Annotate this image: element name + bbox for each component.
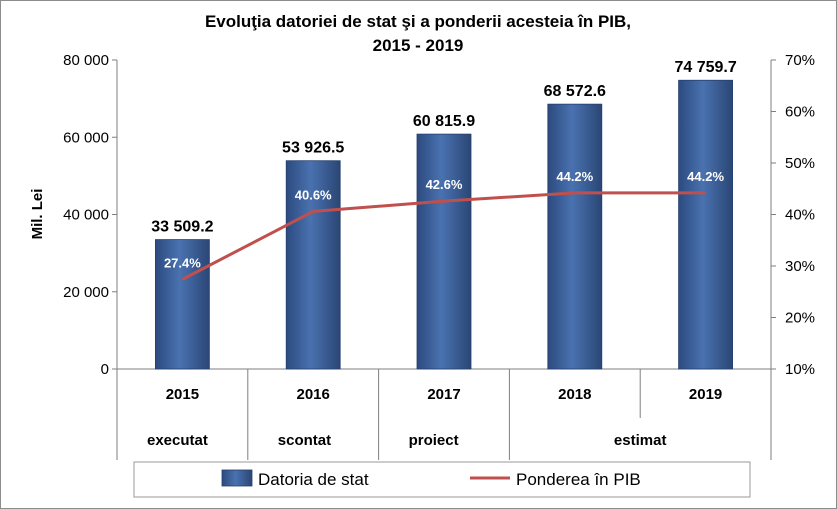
legend: Datoria de stat Ponderea în PIB [133,461,751,498]
share-value-label: 44.2% [687,169,724,184]
y-tick-label: 40 000 [63,207,109,224]
category-group-label: scontat [278,432,331,449]
share-value-label: 42.6% [426,177,463,192]
category-group-label: estimat [614,432,667,449]
y2-tick-label: 30% [785,258,815,275]
category-axis: 2015 2016 2017 2018 2019 executat scontat proie… [116,369,772,460]
debt-bar [285,160,341,370]
y2-tick-label: 70% [785,52,815,69]
debt-bar [547,103,603,370]
y-tick-label: 0 [101,361,109,378]
share-value-label: 27.4% [164,255,201,270]
legend-share: Ponderea în PIB [516,470,641,489]
axes: 0 20 000 40 000 60 000 80 000 10% 20% 30% 40% 50%… [63,52,815,378]
debt-bar [678,79,733,370]
debt-value-label: 33 509.2 [151,219,213,236]
bar-series [154,79,733,370]
category-label: 2015 [166,386,199,403]
category-label: 2016 [297,386,330,403]
category-group-label: proiect [409,432,459,449]
line-series [181,191,706,281]
y2-tick-label: 10% [785,361,815,378]
data-labels: 33 509.2 53 926.5 60 815.9 68 572.6 74 759.7… [151,59,737,270]
debt-value-label: 68 572.6 [544,83,606,100]
y-tick-label: 60 000 [63,129,109,146]
y-tick-label: 80 000 [63,52,109,69]
share-line [181,191,706,281]
share-value-label: 40.6% [295,187,332,202]
legend-debt: Datoria de stat [258,470,369,489]
debt-bar [416,133,472,370]
debt-bar [154,239,210,370]
y-axis-label: Mil. Lei [29,189,46,240]
y2-tick-label: 50% [785,155,815,172]
debt-value-label: 53 926.5 [282,140,344,157]
category-label: 2018 [558,386,591,403]
y2-tick-label: 20% [785,310,815,327]
y2-tick-label: 60% [785,104,815,121]
category-label: 2017 [427,386,460,403]
chart-title-line1: Evoluţia datoriei de stat şi a ponderii … [205,12,631,31]
category-group-label: executat [147,432,208,449]
y-tick-label: 20 000 [63,284,109,301]
legend-bar-swatch [221,469,253,487]
category-label: 2019 [689,386,722,403]
debt-value-label: 60 815.9 [413,113,475,130]
debt-value-label: 74 759.7 [674,59,736,76]
chart-title-line2: 2015 - 2019 [373,36,464,55]
share-value-label: 44.2% [556,169,593,184]
y2-tick-label: 40% [785,207,815,224]
